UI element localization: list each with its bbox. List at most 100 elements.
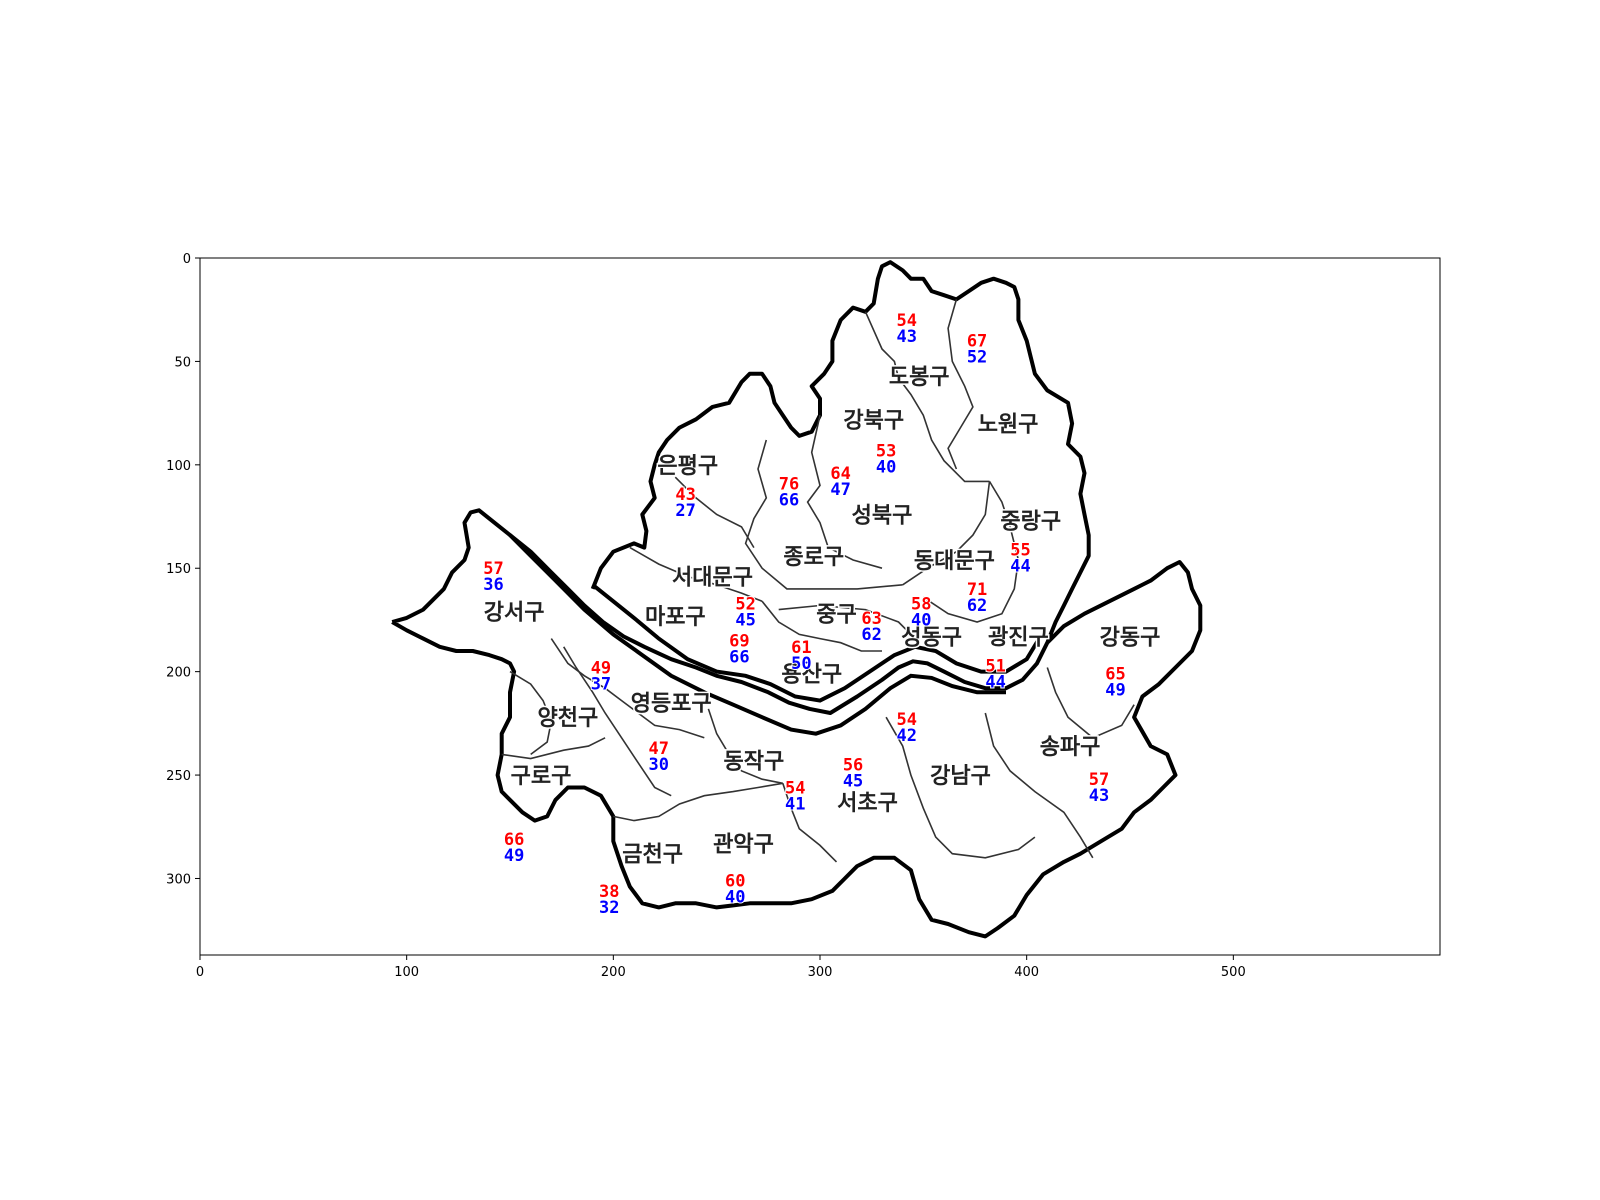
district-value-blue: 50 xyxy=(791,654,811,674)
district-value-red: 61 xyxy=(791,638,811,658)
district-value-red: 57 xyxy=(483,559,503,579)
district-value-red: 66 xyxy=(504,830,524,850)
district-border xyxy=(563,646,672,797)
district-value-red: 57 xyxy=(1089,770,1109,790)
district-name-label: 중구 xyxy=(816,603,856,628)
district-value-blue: 62 xyxy=(861,625,881,645)
district-name-label: 강서구 xyxy=(484,601,545,626)
district-name-label: 동작구 xyxy=(723,750,784,775)
district-value-blue: 66 xyxy=(779,490,799,510)
district-value-blue: 49 xyxy=(504,846,524,866)
district-name-label: 광진구 xyxy=(988,625,1049,650)
x-tick-label: 300 xyxy=(808,965,833,980)
district-name-label: 마포구 xyxy=(645,605,706,630)
district-name-label: 구로구 xyxy=(511,764,572,789)
district-name-label: 서대문구 xyxy=(672,566,753,591)
district-value-blue: 44 xyxy=(985,672,1005,692)
district-name-label: 강남구 xyxy=(930,764,991,789)
district-name-label: 관악구 xyxy=(713,832,774,857)
district-name-label: 영등포구 xyxy=(631,692,712,717)
district-value-blue: 30 xyxy=(649,755,669,775)
district-value-blue: 66 xyxy=(729,648,749,668)
district-value-red: 67 xyxy=(967,332,987,352)
district-border xyxy=(778,604,916,640)
y-tick-label: 0 xyxy=(183,252,191,267)
district-value-blue: 41 xyxy=(785,794,805,814)
district-value-blue: 44 xyxy=(1010,557,1030,577)
district-border xyxy=(674,476,755,549)
district-border xyxy=(902,481,991,586)
district-value-red: 47 xyxy=(649,739,669,759)
district-name-label: 성동구 xyxy=(901,625,962,650)
district-value-blue: 45 xyxy=(843,772,863,792)
district-name-label: 종로구 xyxy=(783,545,844,570)
seoul-map xyxy=(391,260,1203,939)
district-name-label: 도봉구 xyxy=(889,365,950,390)
x-tick-label: 100 xyxy=(394,965,419,980)
district-value-blue: 40 xyxy=(911,610,931,630)
y-tick-label: 200 xyxy=(166,666,191,681)
district-value-blue: 49 xyxy=(1105,681,1125,701)
district-value-red: 51 xyxy=(985,656,1005,676)
district-value-red: 49 xyxy=(591,659,611,679)
district-border xyxy=(864,311,990,483)
district-value-blue: 32 xyxy=(599,898,619,918)
district-border xyxy=(947,299,974,470)
district-value-blue: 40 xyxy=(876,457,896,477)
district-border xyxy=(744,439,903,590)
district-value-red: 71 xyxy=(967,580,987,600)
district-value-blue: 47 xyxy=(830,480,850,500)
district-border xyxy=(782,783,838,863)
seoul-outline xyxy=(391,260,1203,939)
district-name-label: 강북구 xyxy=(843,408,904,433)
district-border xyxy=(984,712,1094,859)
district-value-red: 43 xyxy=(675,485,695,505)
district-name-label: 송파구 xyxy=(1040,735,1101,760)
y-tick-label: 250 xyxy=(166,769,191,784)
district-value-red: 65 xyxy=(1105,665,1125,685)
district-name-label: 동대문구 xyxy=(914,549,995,574)
district-value-blue: 40 xyxy=(725,888,745,908)
district-name-label: 양천구 xyxy=(537,706,598,731)
district-value-red: 63 xyxy=(861,609,881,629)
district-value-red: 56 xyxy=(843,756,863,776)
district-value-red: 54 xyxy=(897,311,917,331)
district-border xyxy=(922,480,1020,623)
district-name-label: 용산구 xyxy=(781,663,842,688)
y-tick-label: 300 xyxy=(166,872,191,887)
y-tick-label: 150 xyxy=(166,562,191,577)
y-axis: 0 50 100 150 200 250 300 xyxy=(166,252,200,887)
y-tick-label: 100 xyxy=(166,459,191,474)
district-borders xyxy=(501,299,1135,863)
district-value-red: 54 xyxy=(785,778,805,798)
x-axis: 0 100 200 300 400 500 xyxy=(196,955,1246,980)
x-tick-label: 500 xyxy=(1221,965,1246,980)
district-value-red: 58 xyxy=(911,594,931,614)
district-value-blue: 43 xyxy=(1089,786,1109,806)
district-name-label: 성북구 xyxy=(852,503,913,528)
han-river-north-bank xyxy=(591,583,1041,703)
district-name-label: 강동구 xyxy=(1100,625,1161,650)
district-name-label: 서초구 xyxy=(837,791,898,816)
district-name-label: 은평구 xyxy=(657,454,718,479)
district-border xyxy=(885,716,1036,859)
district-border xyxy=(629,546,763,603)
district-value-red: 69 xyxy=(729,632,749,652)
x-tick-label: 400 xyxy=(1014,965,1039,980)
district-value-blue: 52 xyxy=(967,348,987,368)
district-value-red: 54 xyxy=(897,710,917,730)
district-border xyxy=(550,638,705,739)
district-value-blue: 43 xyxy=(897,327,917,347)
district-border xyxy=(806,415,883,569)
district-value-red: 60 xyxy=(725,872,745,892)
district-value-blue: 42 xyxy=(897,726,917,746)
x-tick-label: 200 xyxy=(601,965,626,980)
x-tick-label: 0 xyxy=(196,965,204,980)
district-value-blue: 37 xyxy=(591,675,611,695)
district-border xyxy=(761,600,882,652)
district-border xyxy=(707,708,783,785)
